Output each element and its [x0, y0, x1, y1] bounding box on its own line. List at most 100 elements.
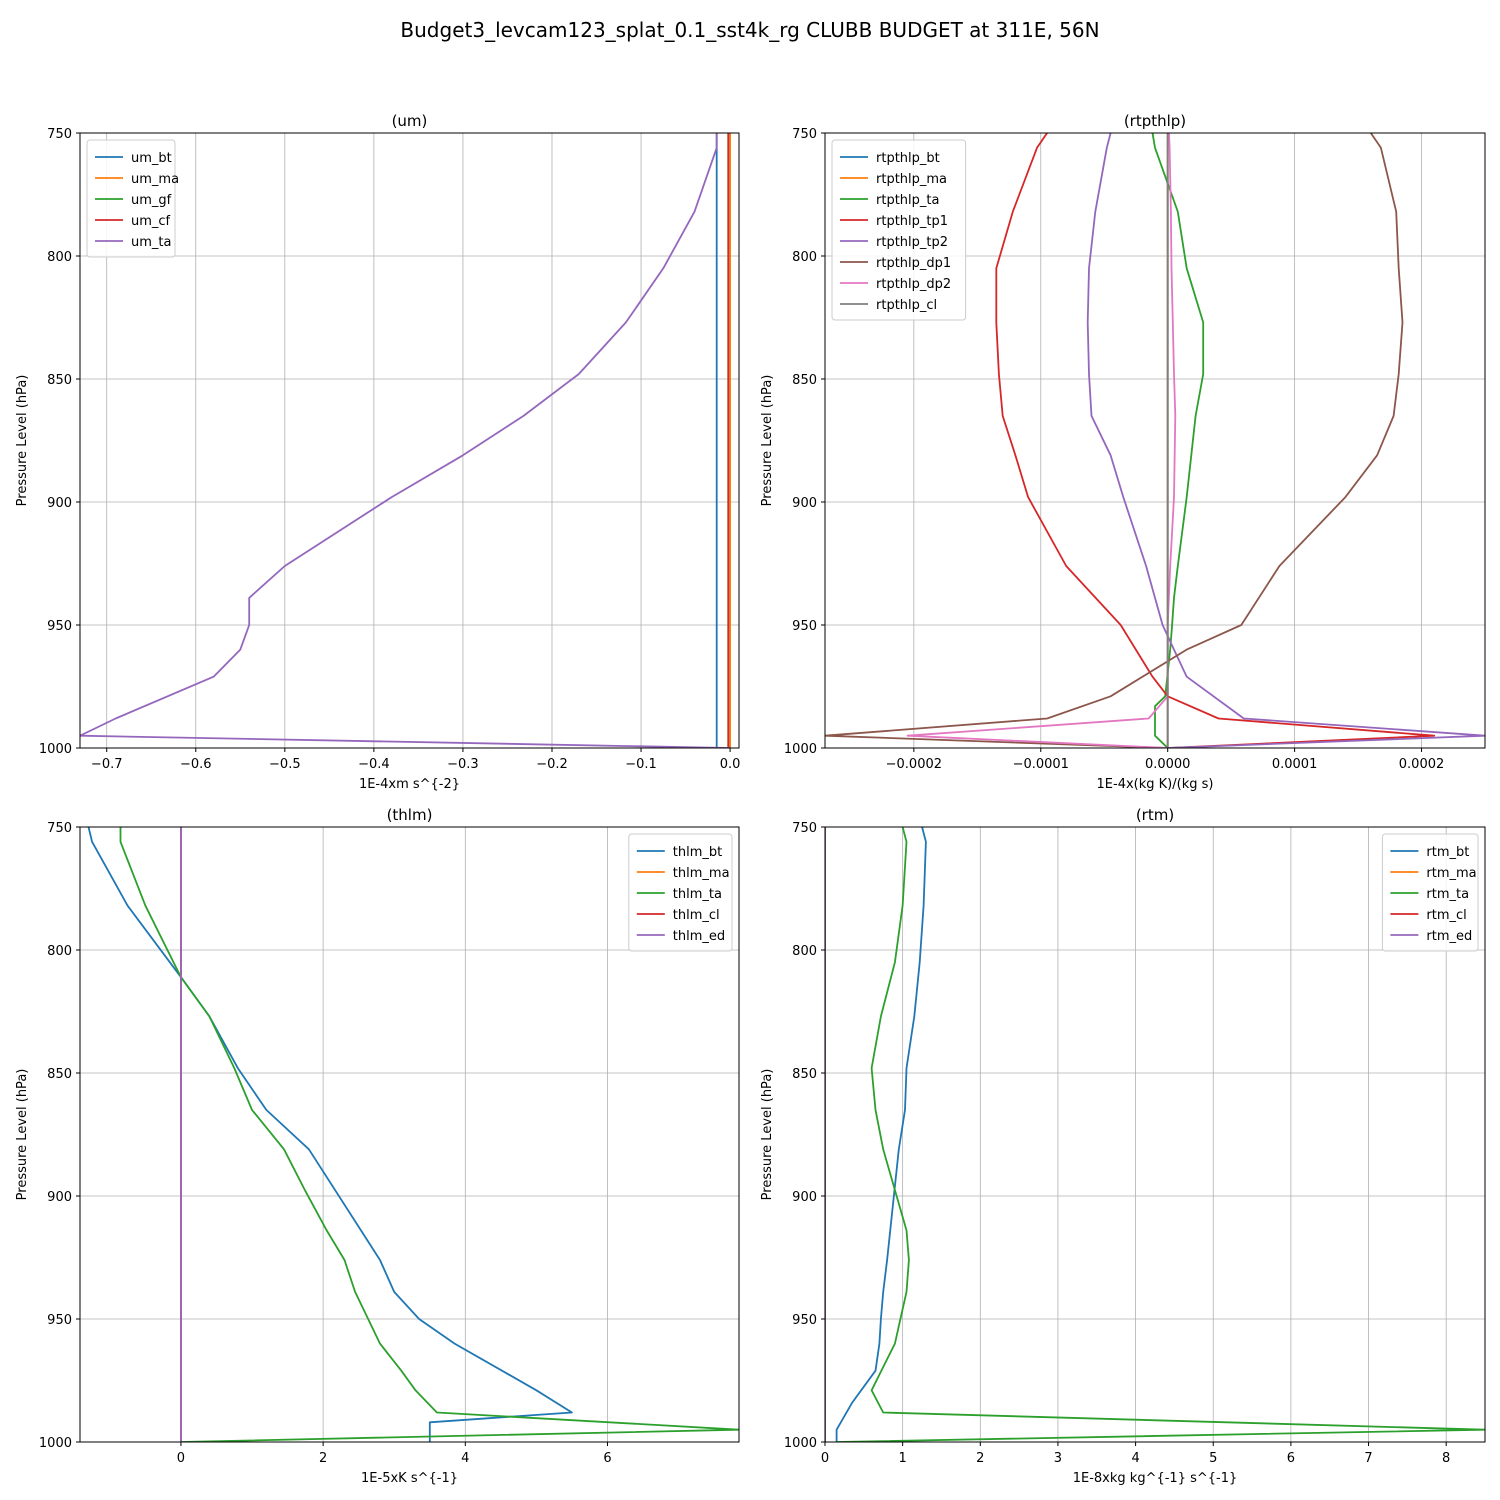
- series-line-rtm_ta: [836, 827, 1485, 1442]
- y-tick-label: 850: [792, 1067, 817, 1082]
- x-tick-label: −0.0002: [886, 757, 942, 772]
- y-tick-label: 750: [47, 127, 72, 142]
- legend-label-rtm_bt: rtm_bt: [1426, 845, 1469, 860]
- legend-label-rtm_ta: rtm_ta: [1426, 887, 1469, 902]
- x-tick-label: 2: [319, 1451, 327, 1466]
- legend-label-rtpthlp_tp1: rtpthlp_tp1: [876, 214, 948, 229]
- figure-title: Budget3_levcam123_splat_0.1_sst4k_rg CLU…: [400, 18, 1099, 42]
- series-line-thlm_ta: [119, 827, 739, 1442]
- x-tick-label: 6: [603, 1451, 611, 1466]
- legend-box: [628, 833, 733, 952]
- legend-label-rtpthlp_bt: rtpthlp_bt: [876, 151, 940, 166]
- x-tick-label: 5: [1209, 1451, 1217, 1466]
- y-tick-label: 900: [792, 496, 817, 511]
- series-line-rtpthlp_ta: [1151, 133, 1205, 748]
- plot-frame: [79, 826, 740, 1443]
- y-tick-label: 1000: [784, 1436, 817, 1451]
- x-tick-label: 0: [821, 1451, 829, 1466]
- plot-frame: [824, 826, 1486, 1443]
- legend-label-thlm_cl: thlm_cl: [673, 908, 720, 923]
- y-tick-label: 900: [47, 496, 72, 511]
- panel-title: (thlm): [387, 806, 433, 824]
- series-group: [825, 827, 1485, 1442]
- x-tick-label: −0.6: [180, 757, 212, 772]
- y-axis-label: Pressure Level (hPa): [15, 375, 30, 507]
- legend: rtm_bt rtm_ma rtm_ta rtm_cl rtm_ed: [1381, 833, 1479, 952]
- y-tick-label: 950: [792, 619, 817, 634]
- x-tick-label: −0.5: [269, 757, 301, 772]
- legend-label-rtpthlp_ta: rtpthlp_ta: [876, 193, 939, 208]
- series-line-um_ta: [80, 133, 731, 748]
- y-tick-label: 750: [47, 821, 72, 836]
- panel-0: −0.7 −0.6 −0.5 −0.4 −0.3 −0.2 −0.1 0.0 750 800 850…: [15, 112, 740, 792]
- legend-label-rtpthlp_dp1: rtpthlp_dp1: [876, 256, 951, 271]
- y-axis-label: Pressure Level (hPa): [760, 375, 775, 507]
- panel-title: (rtm): [1136, 806, 1174, 824]
- y-tick-label: 900: [792, 1190, 817, 1205]
- legend: thlm_bt thlm_ma thlm_ta thlm_cl thlm_ed: [628, 833, 733, 952]
- legend-label-thlm_ta: thlm_ta: [673, 887, 722, 902]
- panel-3: 0 1 2 3 4 5 6 7 8 750 800 850 900 950 1000 (rtm) 1E-8xkg…: [760, 806, 1486, 1486]
- legend-label-um_gf: um_gf: [131, 193, 172, 208]
- series-group: [825, 133, 1485, 748]
- x-tick-label: 0.0: [720, 757, 741, 772]
- x-tick-label: 6: [1287, 1451, 1295, 1466]
- legend-label-thlm_ma: thlm_ma: [673, 866, 730, 881]
- y-tick-label: 750: [792, 821, 817, 836]
- x-tick-label: 0: [177, 1451, 185, 1466]
- plot-frame: [824, 132, 1486, 749]
- x-tick-label: −0.7: [91, 757, 123, 772]
- y-tick-label: 950: [47, 1313, 72, 1328]
- x-tick-label: −0.3: [447, 757, 479, 772]
- series-line-rtpthlp_tp1: [995, 133, 1436, 748]
- y-tick-label: 800: [792, 944, 817, 959]
- legend-label-rtm_cl: rtm_cl: [1426, 908, 1466, 923]
- x-axis-label: 1E-4x(kg K)/(kg s): [1097, 777, 1214, 792]
- legend-label-thlm_ed: thlm_ed: [673, 929, 725, 944]
- series-group: [87, 827, 739, 1442]
- panel-title: (um): [392, 112, 428, 130]
- x-axis-label: 1E-8xkg kg^{-1} s^{-1}: [1073, 1471, 1238, 1486]
- legend-label-um_ta: um_ta: [131, 235, 171, 250]
- y-tick-label: 1000: [784, 742, 817, 757]
- series-group: [80, 133, 731, 748]
- y-tick-label: 900: [47, 1190, 72, 1205]
- legend-box: [86, 139, 176, 258]
- x-tick-label: 3: [1054, 1451, 1062, 1466]
- panel-title: (rtpthlp): [1124, 112, 1186, 130]
- y-tick-label: 950: [792, 1313, 817, 1328]
- y-tick-label: 800: [792, 250, 817, 265]
- series-line-rtpthlp_dp2: [906, 133, 1177, 748]
- legend-label-rtm_ed: rtm_ed: [1426, 929, 1472, 944]
- x-tick-label: −0.4: [358, 757, 390, 772]
- x-tick-label: 4: [1131, 1451, 1139, 1466]
- y-tick-label: 1000: [39, 742, 72, 757]
- legend-label-rtpthlp_ma: rtpthlp_ma: [876, 172, 947, 187]
- y-tick-label: 1000: [39, 1436, 72, 1451]
- legend: rtpthlp_bt rtpthlp_ma rtpthlp_ta rtpthlp_tp…: [831, 139, 967, 321]
- y-tick-label: 800: [47, 250, 72, 265]
- legend-label-rtpthlp_dp2: rtpthlp_dp2: [876, 277, 951, 292]
- y-tick-label: 850: [47, 1067, 72, 1082]
- x-tick-label: 4: [461, 1451, 469, 1466]
- y-tick-label: 850: [47, 373, 72, 388]
- x-tick-label: 0.0001: [1272, 757, 1318, 772]
- legend-label-um_ma: um_ma: [131, 172, 179, 187]
- x-tick-label: 0.0000: [1145, 757, 1191, 772]
- plot-frame: [79, 132, 740, 749]
- panel-1: −0.0002 −0.0001 0.0000 0.0001 0.0002 750 800 85…: [760, 112, 1486, 792]
- series-line-thlm_bt: [87, 827, 573, 1442]
- x-tick-label: −0.1: [625, 757, 657, 772]
- panel-2: 0 2 4 6 750 800 850 900 950 1000 (thlm) 1E-5xK s^{-…: [15, 806, 740, 1486]
- y-tick-label: 850: [792, 373, 817, 388]
- x-tick-label: 8: [1442, 1451, 1450, 1466]
- y-tick-label: 750: [792, 127, 817, 142]
- legend-label-rtpthlp_cl: rtpthlp_cl: [876, 298, 937, 313]
- x-tick-label: 1: [899, 1451, 907, 1466]
- legend-label-um_bt: um_bt: [131, 151, 172, 166]
- x-tick-label: −0.0001: [1013, 757, 1069, 772]
- x-axis-label: 1E-5xK s^{-1}: [361, 1471, 458, 1486]
- x-tick-label: 7: [1364, 1451, 1372, 1466]
- y-axis-label: Pressure Level (hPa): [15, 1069, 30, 1201]
